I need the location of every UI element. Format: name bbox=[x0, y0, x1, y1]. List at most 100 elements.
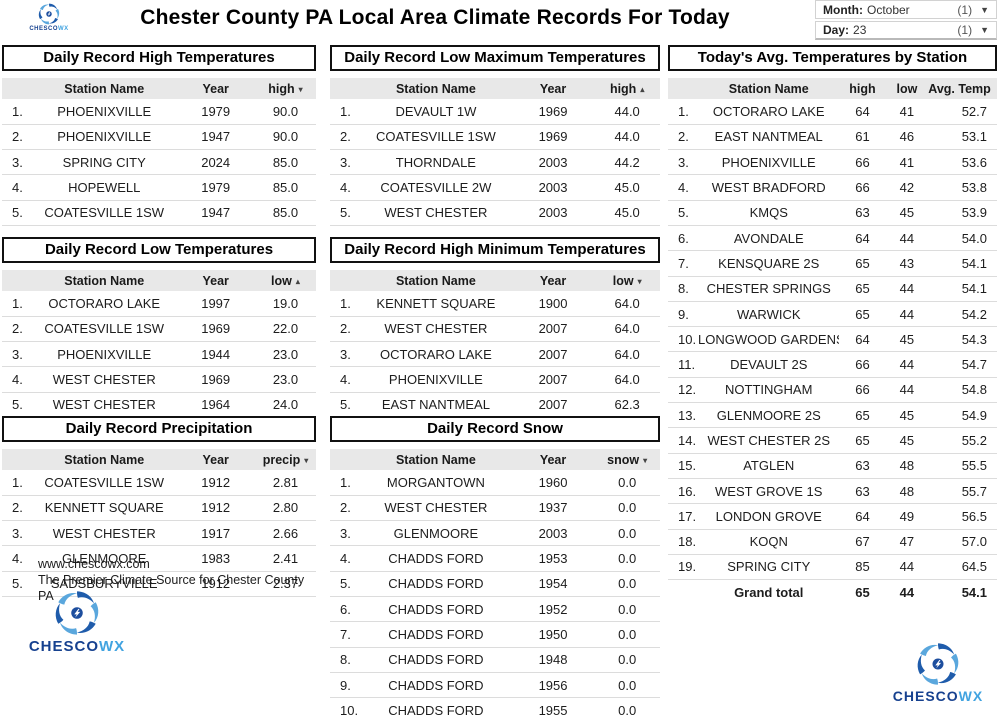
row-index bbox=[668, 580, 698, 605]
column-header[interactable]: Station Name bbox=[698, 78, 840, 99]
day-filter-count: (1) bbox=[957, 23, 973, 37]
table-cell: 2007 bbox=[511, 392, 595, 418]
column-header[interactable]: precip ▾ bbox=[254, 449, 316, 470]
column-header[interactable]: Station Name bbox=[32, 449, 177, 470]
chescowx-swirl-icon bbox=[55, 591, 99, 635]
table-row: 3. OCTORARO LAKE 2007 64.0 bbox=[330, 341, 660, 368]
column-header[interactable]: Station Name bbox=[360, 449, 512, 470]
column-header[interactable]: Station Name bbox=[360, 78, 512, 99]
table-cell: 0.0 bbox=[594, 545, 660, 572]
table-cell: 65 bbox=[839, 402, 886, 429]
footer-url: www.chescowx.com bbox=[38, 557, 150, 571]
column-header[interactable]: Station Name bbox=[32, 78, 177, 99]
table-row: 4. CHADDS FORD 1953 0.0 bbox=[330, 545, 660, 572]
column-header[interactable]: snow ▾ bbox=[594, 449, 660, 470]
table-cell: 24.0 bbox=[254, 392, 316, 418]
column-header[interactable]: Year bbox=[511, 270, 595, 291]
table-cell: LONDON GROVE bbox=[698, 503, 840, 530]
table-cell: COATESVILLE 1SW bbox=[32, 470, 177, 496]
table-cell: WEST CHESTER bbox=[360, 495, 512, 522]
table-cell: 2024 bbox=[176, 149, 255, 176]
table-cell: OCTORARO LAKE bbox=[32, 291, 177, 317]
table-row: 1. COATESVILLE 1SW 1912 2.81 bbox=[2, 470, 316, 496]
table-cell: 0.0 bbox=[594, 672, 660, 699]
row-index: 2. bbox=[2, 316, 32, 343]
row-index: 1. bbox=[330, 99, 360, 125]
column-header[interactable]: high ▾ bbox=[254, 78, 316, 99]
table-row: 15. ATGLEN 63 48 55.5 bbox=[668, 453, 997, 479]
table-cell: 1979 bbox=[176, 174, 255, 201]
avg-today-table: Station Name high low Avg. Temp 1. OCTORARO … bbox=[668, 78, 997, 605]
column-header[interactable]: Avg. Temp bbox=[928, 78, 997, 99]
table-cell: 63 bbox=[839, 200, 886, 226]
table-cell: 52.7 bbox=[928, 99, 997, 125]
table-cell: 64.0 bbox=[594, 316, 660, 343]
column-header[interactable]: Year bbox=[511, 449, 595, 470]
column-header[interactable]: Year bbox=[511, 78, 595, 99]
row-index: 3. bbox=[2, 341, 32, 368]
column-header[interactable]: low bbox=[885, 78, 929, 99]
column-header[interactable]: low ▴ bbox=[254, 270, 316, 291]
column-header[interactable]: Year bbox=[176, 270, 255, 291]
row-index: 1. bbox=[668, 99, 698, 125]
index-header bbox=[330, 449, 360, 470]
column-header[interactable]: Year bbox=[176, 78, 255, 99]
table-cell: KENNETT SQUARE bbox=[360, 291, 512, 317]
table-row: 3. WEST CHESTER 1917 2.66 bbox=[2, 520, 316, 547]
table-cell: 1969 bbox=[511, 124, 595, 151]
row-index: 15. bbox=[668, 453, 698, 479]
column-header[interactable]: high bbox=[839, 78, 886, 99]
column-header[interactable]: high ▴ bbox=[594, 78, 660, 99]
index-header bbox=[2, 449, 32, 470]
row-index: 3. bbox=[330, 520, 360, 547]
table-row: 14. WEST CHESTER 2S 65 45 55.2 bbox=[668, 427, 997, 454]
table-cell: GLENMOORE bbox=[32, 545, 177, 572]
month-filter-value: October bbox=[866, 2, 910, 17]
table-cell: 53.1 bbox=[928, 124, 997, 151]
month-filter-dropdown[interactable]: Month: October (1) ▼ bbox=[815, 0, 997, 19]
table-cell: 1954 bbox=[511, 571, 595, 597]
table-cell: 2003 bbox=[511, 520, 595, 547]
record-low-table-block: Daily Record Low Temperatures Station Na… bbox=[2, 237, 316, 418]
table-cell: CHADDS FORD bbox=[360, 697, 512, 716]
table-title-record-high: Daily Record High Temperatures bbox=[2, 45, 316, 71]
row-index: 12. bbox=[668, 377, 698, 404]
table-row: 2. PHOENIXVILLE 1947 90.0 bbox=[2, 124, 316, 151]
table-cell: 1983 bbox=[176, 545, 255, 572]
table-cell: 62.3 bbox=[594, 392, 660, 418]
table-cell: COATESVILLE 1SW bbox=[32, 316, 177, 343]
avg-today-table-block: Today's Avg. Temperatures by Station Sta… bbox=[668, 45, 997, 605]
table-cell: WEST BRADFORD bbox=[698, 174, 840, 201]
table-cell: 45.0 bbox=[594, 200, 660, 226]
table-row: 9. WARWICK 65 44 54.2 bbox=[668, 301, 997, 328]
row-index: 5. bbox=[2, 392, 32, 418]
column-header[interactable]: Station Name bbox=[32, 270, 177, 291]
table-cell: 48 bbox=[885, 453, 929, 479]
table-row: 1. MORGANTOWN 1960 0.0 bbox=[330, 470, 660, 496]
table-row: 13. GLENMOORE 2S 65 45 54.9 bbox=[668, 402, 997, 429]
row-index: 2. bbox=[2, 124, 32, 151]
row-index: 2. bbox=[330, 124, 360, 151]
table-cell: 1969 bbox=[176, 316, 255, 343]
table-cell: EAST NANTMEAL bbox=[360, 392, 512, 418]
table-cell: WEST GROVE 1S bbox=[698, 478, 840, 505]
chescowx-swirl-icon bbox=[38, 3, 60, 25]
table-cell: 44.2 bbox=[594, 149, 660, 176]
day-filter-dropdown[interactable]: Day: 23 (1) ▼ bbox=[815, 21, 997, 40]
table-cell: 1956 bbox=[511, 672, 595, 699]
table-cell: 1900 bbox=[511, 291, 595, 317]
table-row: 6. CHADDS FORD 1952 0.0 bbox=[330, 596, 660, 623]
table-row: 6. AVONDALE 64 44 54.0 bbox=[668, 225, 997, 252]
table-cell: WEST CHESTER bbox=[360, 316, 512, 343]
table-cell: KENNETT SQUARE bbox=[32, 495, 177, 522]
column-header[interactable]: Year bbox=[176, 449, 255, 470]
column-header[interactable]: low ▾ bbox=[594, 270, 660, 291]
table-cell: 48 bbox=[885, 478, 929, 505]
table-cell: 61 bbox=[839, 124, 886, 151]
grand-total-cell: 54.1 bbox=[961, 585, 987, 601]
row-index: 5. bbox=[330, 392, 360, 418]
table-cell: CHESTER SPRINGS bbox=[698, 276, 840, 302]
column-header[interactable]: Station Name bbox=[360, 270, 512, 291]
table-cell: 45 bbox=[885, 326, 929, 353]
index-header bbox=[668, 78, 698, 99]
